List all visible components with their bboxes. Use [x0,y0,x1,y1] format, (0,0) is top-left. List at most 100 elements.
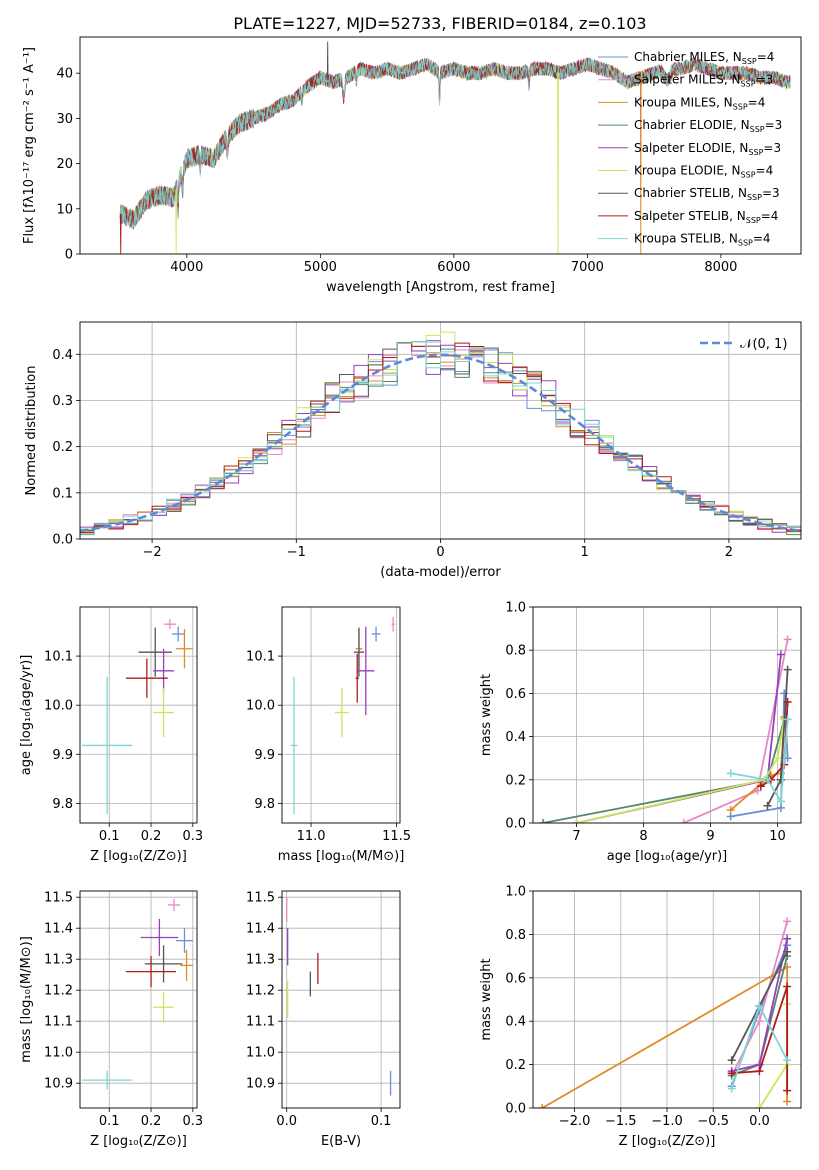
plot-area [82,619,193,815]
data-point [355,653,359,703]
axes-age-vs-metallicity: 0.1 0.2 0.3 9.8 9.9 10.0 10.1 Z [log₁₀(Z/Z⊙)] ag… [19,606,203,864]
x-axis-label: Z [log₁₀(Z/Z⊙)] [90,1134,187,1149]
x-tick-label: 0.1 [99,829,120,844]
y-tick-label: 40 [56,67,73,82]
y-axis-label: age [log₁₀(age/yr)] [19,655,34,776]
y-tick-label: 0.0 [505,1102,526,1117]
grid [80,607,197,823]
legend-label: Salpeter STELIB, NSSP=4 [634,209,778,225]
spectrum-spike [119,213,122,254]
weight-marker [783,698,792,707]
y-tick-label: 0.6 [505,971,526,986]
x-tick-label: 0.1 [99,1114,120,1129]
legend-label: Chabrier STELIB, NSSP=3 [634,186,780,202]
legend-label: 𝒩(0, 1) [740,337,787,352]
y-tick-label: 10 [56,202,73,217]
plot-area [80,331,801,539]
axis-decorations: 4000 5000 6000 7000 8000 0 10 20 30 40 wavelength … [22,36,802,295]
plot-area [539,635,792,823]
y-tick-label: 11.1 [44,1015,73,1030]
axes-frame [79,890,198,1109]
legend-label: Salpeter ELODIE, NSSP=3 [634,141,781,157]
y-tick-label: 11.3 [44,953,73,968]
x-tick-label: 6000 [437,260,470,275]
y-tick-label: 0.2 [52,440,73,455]
weight-marker [776,775,785,784]
x-tick-label: 8000 [704,260,737,275]
data-point [163,619,177,630]
histogram-series [80,341,801,539]
data-point [167,898,181,912]
plot-area [119,41,791,254]
spectrum-spike [326,41,329,81]
weight-marker [755,1002,764,1011]
x-tick-label: −2.0 [559,1114,591,1129]
data-point [140,918,179,957]
x-tick-label: 11.0 [297,829,326,844]
y-tick-label: 11.5 [246,891,275,906]
data-point [138,627,172,677]
y-tick-label: 30 [56,112,73,127]
axes-frame [79,36,802,255]
weight-line [730,717,786,811]
weight-line [731,986,789,1091]
weight-marker [727,1084,736,1093]
x-tick-label: −1.5 [605,1114,637,1129]
x-tick-label: 9 [706,829,714,844]
weight-marker [783,1097,792,1106]
legend-label: Kroupa STELIB, NSSP=4 [634,232,771,248]
axes-mass-weight-vs-metallicity: −2.0 −1.5 −1.0 −0.5 0.0 0.0 0.2 0.4 0.6 0.8 1.0 Z [… [479,885,802,1149]
y-tick-label: 1.0 [505,885,526,900]
data-point [353,627,365,677]
data-point [125,658,168,698]
data-point [391,616,395,632]
grid [80,891,197,1108]
y-tick-label: 9.8 [52,797,73,812]
x-tick-label: 10 [769,829,786,844]
normal-curve [80,353,801,533]
y-tick-label: 11.0 [246,1046,275,1061]
weight-marker [763,775,772,784]
x-tick-label: 5000 [304,260,337,275]
axes-mass-vs-extinction: 0.0 0.1 10.9 11.0 11.1 11.2 11.3 11.4 11.5 E(B-V) [246,890,401,1149]
y-tick-label: 10.9 [44,1077,73,1092]
weight-marker [776,650,785,659]
y-tick-label: 9.9 [254,748,275,763]
x-tick-label: 0.3 [182,1114,203,1129]
data-point [176,928,193,953]
axes-spectrum: 4000 5000 6000 7000 8000 0 10 20 30 40 wavelength … [22,36,802,295]
weight-line [576,719,786,823]
y-tick-label: 10.1 [44,650,73,665]
weight-marker [783,1086,792,1095]
y-tick-label: 11.0 [44,1046,73,1061]
y-tick-label: 11.5 [44,891,73,906]
grid [282,607,400,823]
weight-marker [755,1104,764,1108]
y-axis-label: mass weight [479,674,494,756]
axes-residuals: −2 −1 0 1 2 0.0 0.1 0.2 0.3 0.4 (data-model)/error… [24,321,802,580]
y-tick-label: 0.2 [505,773,526,788]
weight-marker [572,819,581,823]
spectrum-spike [639,77,642,254]
y-tick-label: 11.1 [246,1015,275,1030]
axes-mass-weight-vs-age: 7 8 9 10 0.0 0.2 0.4 0.6 0.8 1.0 age [log₁₀(age/yr… [479,601,802,864]
y-tick-label: 9.9 [52,748,73,763]
y-axis-label: Normed distribution [24,366,39,496]
data-point [290,676,298,815]
y-tick-label: 11.3 [246,953,275,968]
x-tick-label: 0.0 [276,1114,297,1129]
x-tick-label: 2 [725,545,733,560]
y-tick-label: 11.4 [44,922,73,937]
weight-marker [783,665,792,674]
plot-area [538,917,792,1108]
x-tick-label: 0.2 [141,1114,162,1129]
weight-marker [776,797,785,806]
weight-marker [783,947,792,956]
y-tick-label: 0.4 [505,1015,526,1030]
data-point [171,626,185,642]
y-axis-label: mass [log₁₀(M/M⊙)] [19,936,34,1063]
axis-decorations: 0.1 0.2 0.3 10.9 11.0 11.1 11.2 11.3 11.4 11.5 Z [… [19,890,203,1149]
weight-marker [773,754,782,763]
legend: Chabrier MILES, NSSP=4 Salpeter MILES, NS… [598,50,782,248]
